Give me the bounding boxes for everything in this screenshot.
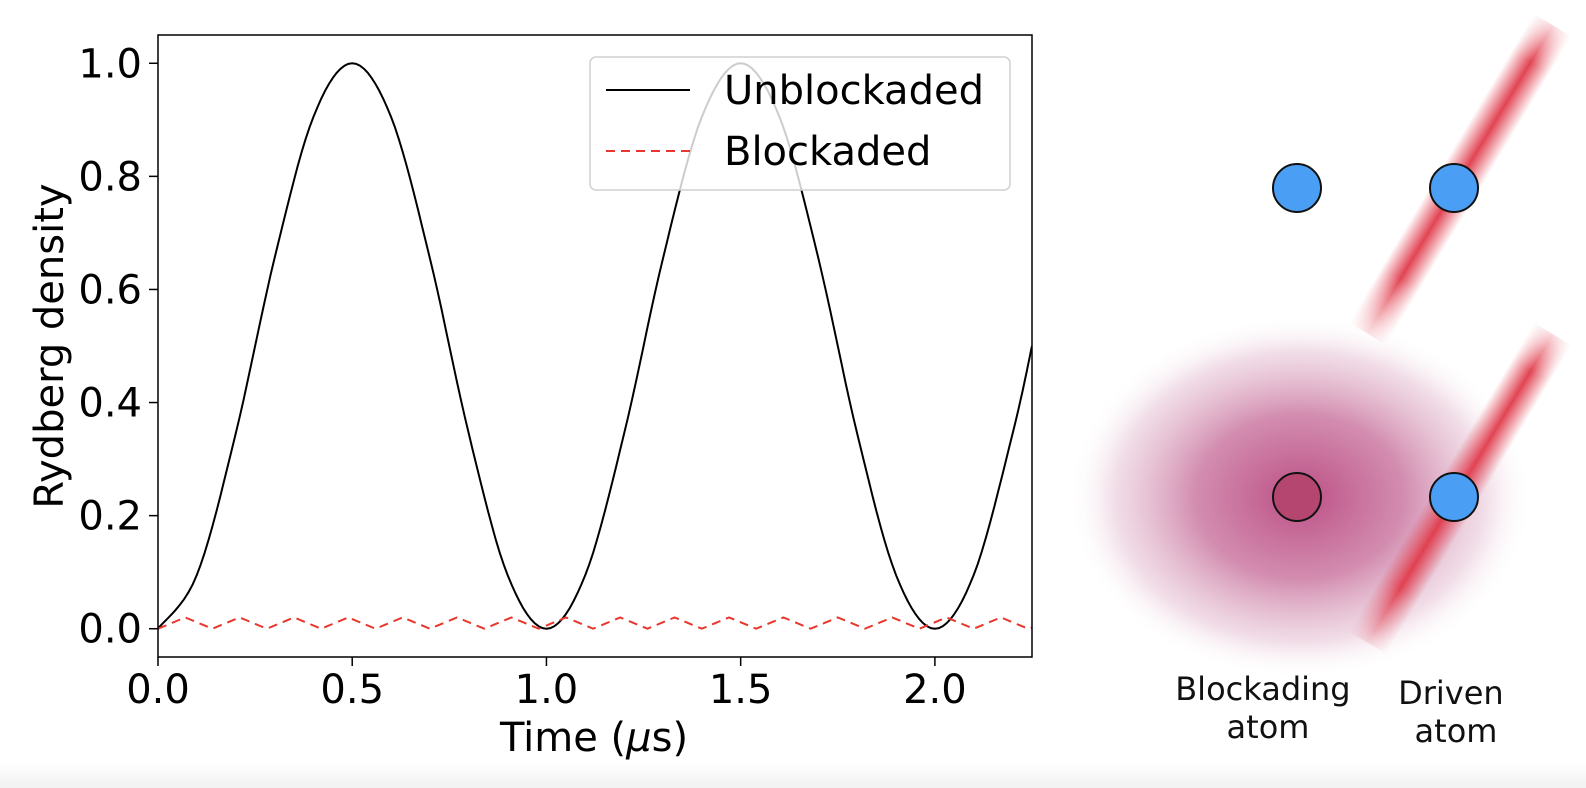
blockade-diagram: Blockading atom Driven atom xyxy=(1068,13,1572,750)
y-tick-label: 1.0 xyxy=(78,41,142,87)
x-axis: 0.0 0.5 1.0 1.5 2.0 xyxy=(126,657,967,713)
y-tick-label: 0.2 xyxy=(78,494,142,540)
plot-frame xyxy=(157,34,1033,658)
blockading-atom xyxy=(1272,472,1322,522)
y-tick-label: 0.8 xyxy=(78,154,142,200)
series-line-unblockaded xyxy=(158,62,1032,630)
series-line-blockaded xyxy=(158,616,1032,630)
x-tick-label: 0.0 xyxy=(126,667,190,713)
y-axis: 0.0 0.2 0.4 0.6 0.8 1.0 xyxy=(78,41,158,653)
x-tick-label: 1.0 xyxy=(515,667,579,713)
legend: Unblockaded Blockaded xyxy=(589,56,1011,191)
driven-atom xyxy=(1429,472,1479,522)
y-tick-label: 0.4 xyxy=(78,381,142,427)
y-tick-label: 0.0 xyxy=(78,607,142,653)
legend-label-blockaded: Blockaded xyxy=(724,129,931,175)
x-tick-label: 2.0 xyxy=(903,667,967,713)
legend-label-unblockaded: Unblockaded xyxy=(724,68,984,114)
y-tick-label: 0.6 xyxy=(78,267,142,313)
legend-box xyxy=(589,56,1011,191)
bottom-band xyxy=(0,762,1586,788)
chart: 0.0 0.5 1.0 1.5 2.0 0.0 0.2 0.4 0.6 0.8 1.0 Time … xyxy=(27,34,1033,761)
plot-series xyxy=(158,62,1032,630)
x-tick-label: 1.5 xyxy=(709,667,773,713)
x-tick-label: 0.5 xyxy=(320,667,384,713)
atom-top-left xyxy=(1272,163,1322,213)
blockading-atom-label: Blockading atom xyxy=(1175,670,1361,746)
x-axis-label: Time (μs) xyxy=(499,715,688,761)
y-axis-label: Rydberg density xyxy=(27,183,73,508)
driven-atom-label: Driven atom xyxy=(1398,674,1514,750)
atom-top-right-driven xyxy=(1429,163,1479,213)
